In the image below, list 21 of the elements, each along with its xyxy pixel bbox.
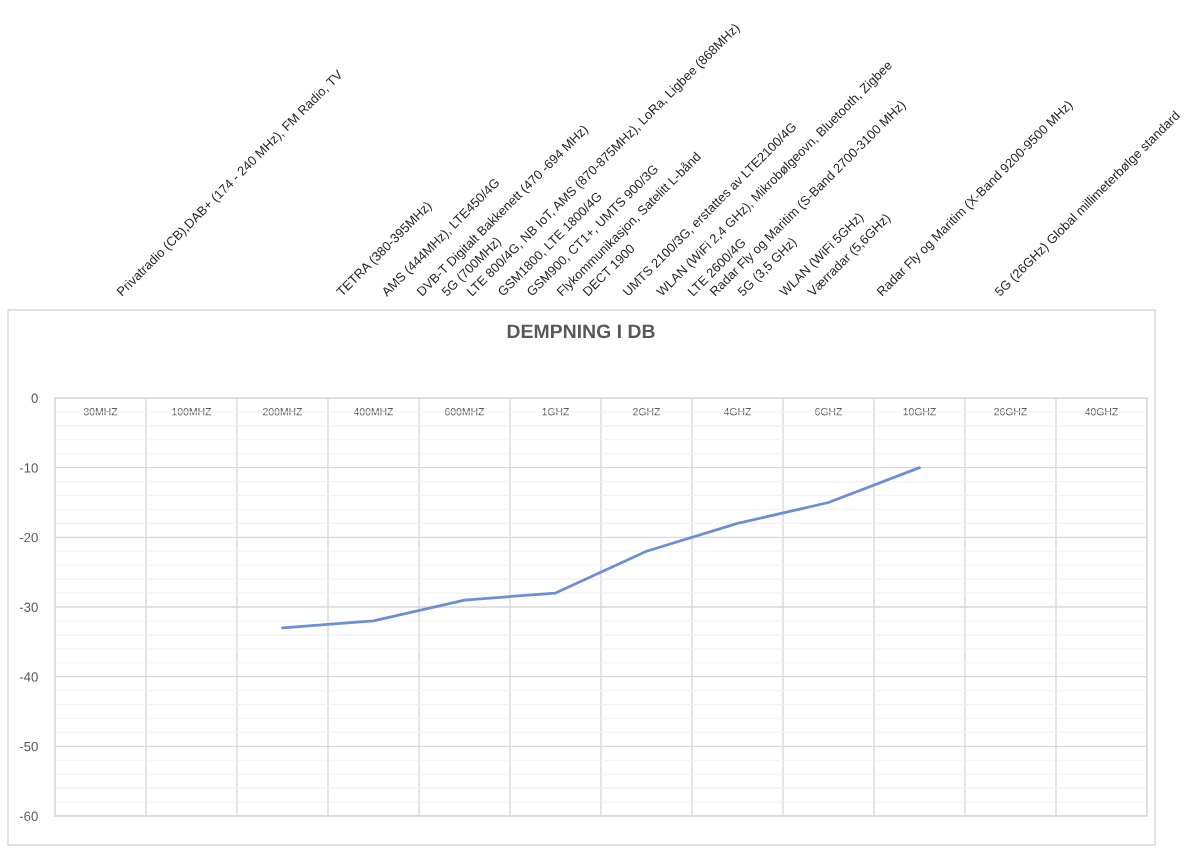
y-tick-label: -20: [19, 532, 38, 543]
x-tick-label: 4GHZ: [723, 408, 752, 416]
y-tick-label: 0: [31, 393, 38, 403]
y-tick-label: -10: [19, 463, 38, 473]
x-tick-label: 1GHZ: [542, 408, 570, 416]
x-tick-label: 600MHZ: [445, 408, 485, 416]
x-tick-label: 100MHZ: [172, 408, 212, 416]
y-tick-label: -50: [19, 741, 38, 752]
x-tick-label: 30MHZ: [83, 408, 118, 416]
x-tick-label: 6GHZ: [815, 408, 843, 416]
line-series: [281, 466, 921, 630]
x-tick-label: 200MHZ: [263, 408, 303, 416]
y-tick-label: -30: [19, 602, 38, 612]
x-tick-label: 2GHZ: [633, 408, 661, 416]
chart-title: DEMPNING I DB: [507, 324, 655, 339]
x-tick-label: 26GHZ: [994, 408, 1027, 416]
y-tick-label: -40: [19, 672, 38, 682]
x-tick-label: 400MHZ: [353, 408, 394, 416]
x-tick-label: 40GHZ: [1084, 408, 1118, 416]
y-tick-label: -60: [19, 811, 38, 821]
x-tick-label: 10GHZ: [903, 408, 936, 416]
